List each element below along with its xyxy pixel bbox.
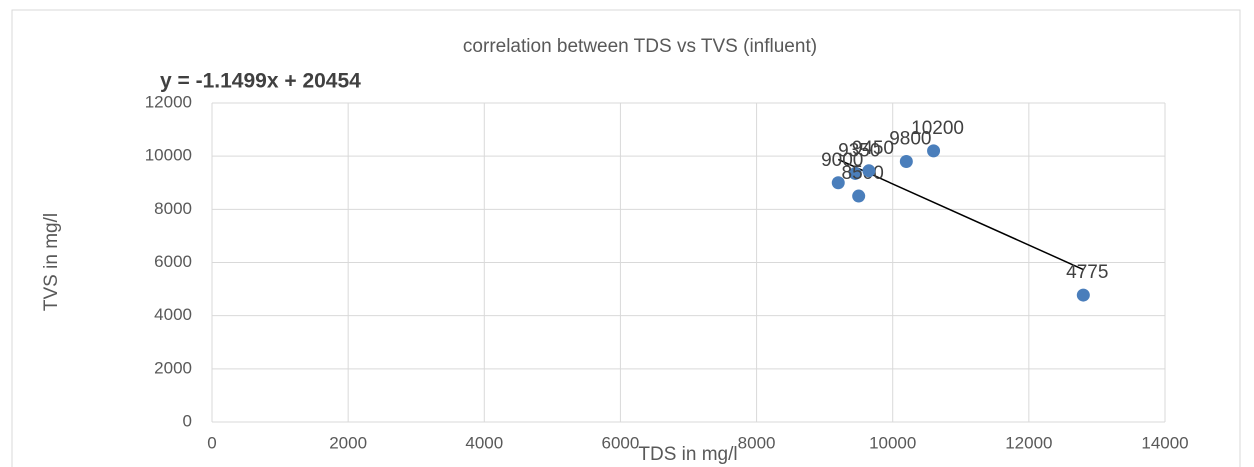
y-axis-title: TVS in mg/l: [41, 213, 62, 311]
data-label: 9450: [852, 138, 894, 159]
x-axis-title: TDS in mg/l: [638, 444, 737, 465]
y-tick-label: 12000: [145, 92, 192, 111]
data-label: 10200: [911, 118, 964, 139]
x-tick-label: 0: [207, 433, 216, 452]
x-tick-label: 14000: [1141, 433, 1188, 452]
y-tick-label: 0: [183, 411, 192, 430]
point: [831, 176, 845, 190]
x-tick-label: 12000: [1005, 433, 1052, 452]
data-label: 8500: [842, 163, 884, 184]
equation: y = -1.1499x + 20454: [160, 70, 361, 93]
x-tick-label: 4000: [465, 433, 503, 452]
point: [927, 144, 941, 158]
data-label: 9000: [821, 150, 863, 171]
y-tick-label: 2000: [154, 358, 192, 377]
chart-border: [11, 9, 1241, 467]
x-tick-label: 6000: [602, 433, 640, 452]
data-label: 9350: [838, 140, 880, 161]
point: [899, 154, 913, 168]
x-tick-label: 2000: [329, 433, 367, 452]
y-tick-label: 8000: [154, 199, 192, 218]
point: [852, 189, 866, 203]
data-label: 9800: [889, 128, 931, 149]
point: [848, 166, 862, 180]
point: [862, 164, 876, 178]
point: [1076, 288, 1090, 302]
y-tick-label: 4000: [154, 305, 192, 324]
y-tick-label: 10000: [145, 146, 192, 165]
x-tick-label: 10000: [869, 433, 916, 452]
trendline: [837, 158, 1084, 271]
data-label: 4775: [1066, 262, 1108, 283]
x-tick-label: 8000: [738, 433, 776, 452]
y-tick-label: 6000: [154, 252, 192, 271]
chart-title: correlation between TDS vs TVS (influent…: [463, 36, 817, 57]
